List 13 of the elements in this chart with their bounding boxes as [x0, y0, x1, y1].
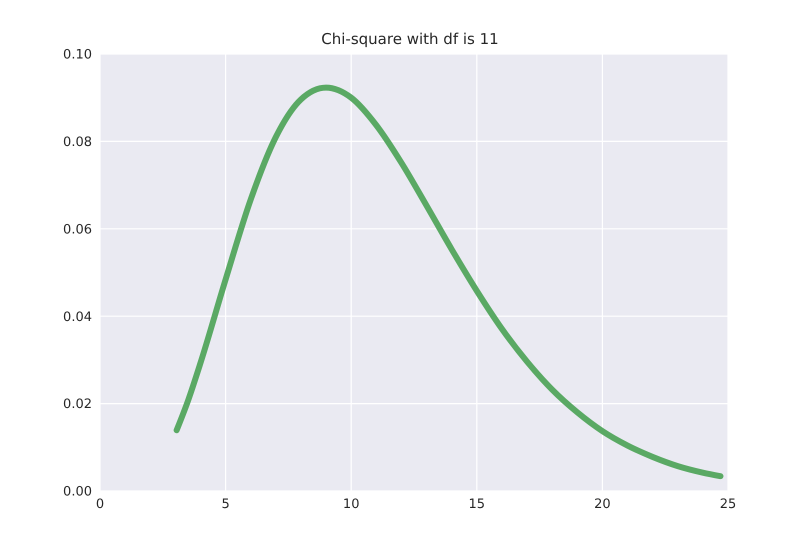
- y-tick-label: 0.04: [63, 310, 92, 325]
- y-tick-label: 0.02: [63, 397, 92, 412]
- y-tick-label: 0.08: [63, 135, 92, 150]
- y-tick-label: 0.06: [63, 222, 92, 238]
- y-tick-label: 0.10: [63, 48, 92, 63]
- x-tick-label: 5: [221, 497, 230, 512]
- x-tick-label: 20: [594, 497, 611, 512]
- x-tick-label: 25: [720, 497, 736, 512]
- y-tick-label: 0.00: [63, 484, 92, 500]
- chart-title: Chi-square with df is 11: [320, 30, 500, 48]
- x-tick-label: 10: [342, 497, 360, 512]
- x-tick-label: 0: [96, 497, 104, 512]
- x-tick-label: 15: [468, 497, 486, 512]
